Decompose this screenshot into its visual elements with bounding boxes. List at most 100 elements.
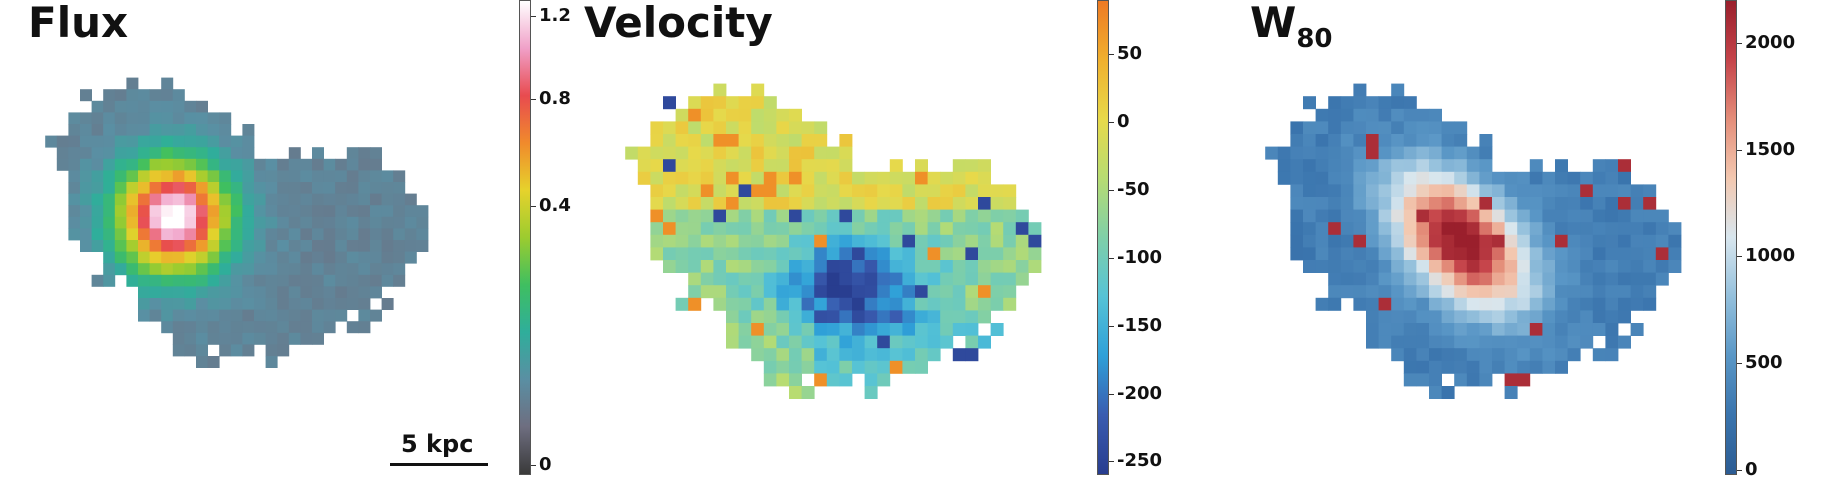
- map-pixel: [300, 298, 313, 310]
- map-pixel: [675, 108, 689, 122]
- map-pixel: [1454, 373, 1468, 387]
- map-pixel: [1466, 234, 1480, 248]
- map-pixel: [1542, 184, 1556, 198]
- map-pixel: [1567, 222, 1581, 236]
- map-pixel: [877, 297, 891, 311]
- map-pixel: [161, 228, 174, 241]
- map-pixel: [940, 184, 954, 198]
- map-pixel: [1391, 260, 1405, 273]
- map-pixel: [852, 272, 865, 286]
- map-pixel: [1466, 272, 1480, 286]
- map-pixel: [1454, 247, 1468, 261]
- map-pixel: [219, 158, 232, 171]
- map-pixel: [1378, 272, 1392, 286]
- map-pixel: [826, 184, 840, 198]
- map-pixel: [965, 159, 979, 173]
- map-pixel: [1340, 222, 1354, 236]
- map-pixel: [1290, 184, 1304, 198]
- map-pixel: [1429, 134, 1442, 147]
- map-pixel: [1290, 197, 1304, 210]
- colorbar-tick-mark: [1109, 461, 1114, 463]
- map-pixel: [312, 228, 324, 241]
- map-pixel: [1618, 285, 1631, 299]
- map-pixel: [1441, 209, 1455, 223]
- map-pixel: [149, 100, 162, 113]
- map-pixel: [1668, 222, 1682, 236]
- map-pixel: [1015, 234, 1029, 248]
- map-pixel: [103, 193, 116, 206]
- map-pixel: [864, 247, 878, 261]
- map-pixel: [172, 124, 185, 136]
- map-pixel: [839, 272, 853, 286]
- map-pixel: [1353, 285, 1367, 299]
- map-pixel: [1366, 222, 1379, 236]
- map-pixel: [1592, 310, 1606, 324]
- map-pixel: [80, 240, 92, 252]
- map-pixel: [219, 344, 232, 357]
- map-pixel: [219, 216, 232, 229]
- map-pixel: [789, 285, 802, 299]
- map-pixel: [1555, 310, 1568, 324]
- map-pixel: [161, 309, 174, 322]
- map-pixel: [915, 247, 928, 261]
- map-pixel: [161, 274, 174, 287]
- map-pixel: [1492, 247, 1505, 261]
- map-pixel: [978, 247, 991, 261]
- map-pixel: [370, 216, 382, 229]
- map-pixel: [80, 205, 92, 218]
- map-pixel: [978, 272, 991, 286]
- map-pixel: [358, 309, 371, 322]
- map-pixel: [1454, 348, 1468, 362]
- map-pixel: [1466, 297, 1480, 311]
- map-pixel: [990, 222, 1004, 236]
- map-pixel: [839, 348, 853, 362]
- map-pixel: [1643, 260, 1657, 273]
- map-pixel: [726, 260, 739, 273]
- map-pixel: [103, 228, 116, 241]
- map-pixel: [1391, 159, 1405, 173]
- map-pixel: [1441, 285, 1455, 299]
- map-pixel: [1429, 297, 1442, 311]
- map-pixel: [663, 96, 676, 110]
- velocity-panel: Velocity 50 0 -50 -100 -150 -200 -250: [580, 0, 1200, 475]
- map-pixel: [965, 234, 979, 248]
- map-pixel: [265, 251, 278, 264]
- map-pixel: [1630, 184, 1644, 198]
- map-pixel: [978, 285, 991, 299]
- map-pixel: [1378, 222, 1392, 236]
- map-pixel: [713, 272, 727, 286]
- map-pixel: [965, 297, 979, 311]
- map-pixel: [700, 260, 714, 273]
- map-pixel: [826, 297, 840, 311]
- map-pixel: [300, 205, 313, 218]
- map-pixel: [300, 240, 313, 252]
- map-pixel: [726, 234, 739, 248]
- map-pixel: [990, 260, 1004, 273]
- map-pixel: [789, 297, 802, 311]
- map-pixel: [56, 147, 69, 160]
- map-pixel: [1441, 297, 1455, 311]
- map-pixel: [826, 285, 840, 299]
- map-pixel: [161, 77, 174, 90]
- map-pixel: [902, 348, 916, 362]
- map-pixel: [288, 263, 301, 276]
- map-pixel: [1340, 134, 1354, 147]
- map-pixel: [663, 121, 676, 135]
- map-pixel: [1303, 260, 1316, 273]
- map-pixel: [207, 274, 220, 287]
- map-pixel: [1567, 310, 1581, 324]
- map-pixel: [80, 158, 92, 171]
- map-pixel: [1580, 297, 1594, 311]
- map-pixel: [346, 321, 359, 334]
- map-pixel: [312, 193, 324, 206]
- map-pixel: [1340, 159, 1354, 173]
- map-pixel: [852, 197, 865, 210]
- map-pixel: [1454, 159, 1468, 173]
- map-pixel: [242, 251, 255, 264]
- map-pixel: [1643, 197, 1657, 210]
- map-pixel: [323, 240, 336, 252]
- map-pixel: [265, 205, 278, 218]
- map-pixel: [688, 234, 702, 248]
- map-pixel: [346, 193, 359, 206]
- map-pixel: [172, 147, 185, 160]
